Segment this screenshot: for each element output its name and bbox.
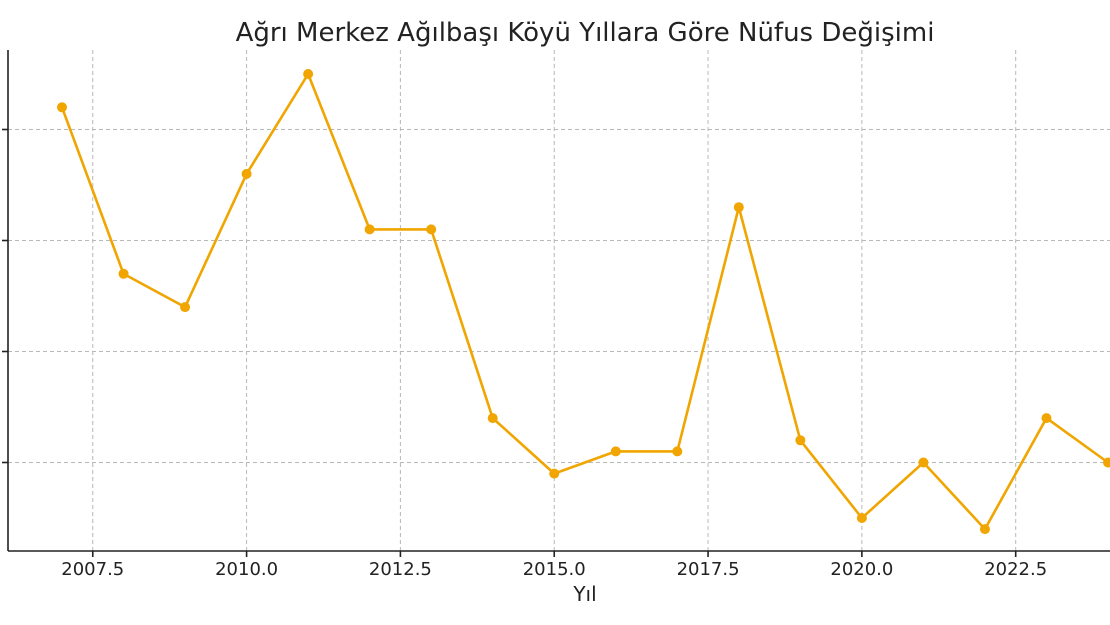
data-point xyxy=(1103,457,1110,468)
chart-title: Ağrı Merkez Ağılbaşı Köyü Yıllara Göre N… xyxy=(236,18,935,48)
axis-ticks: 2007.5 2010.0 2012.5 2015.0 2017.5 2020.0 2022… xyxy=(2,128,1047,580)
data-point xyxy=(610,446,621,457)
series-line xyxy=(60,72,1109,531)
x-tick-label: 2020.0 xyxy=(830,559,893,580)
x-tick-label: 2010.0 xyxy=(215,559,278,580)
data-point xyxy=(918,457,929,468)
data-point xyxy=(795,435,806,446)
x-axis-label: Yıl xyxy=(572,582,596,606)
x-tick-label: 2022.5 xyxy=(984,559,1047,580)
data-point xyxy=(180,302,191,313)
data-point xyxy=(57,102,67,113)
data-point xyxy=(426,224,437,235)
data-point xyxy=(733,202,744,213)
x-tick-label: 2007.5 xyxy=(61,559,124,580)
x-tick-label: 2015.0 xyxy=(523,559,586,580)
series-layer xyxy=(57,69,1110,535)
data-point xyxy=(487,413,498,424)
data-point xyxy=(549,468,560,479)
x-tick-label: 2017.5 xyxy=(677,559,740,580)
data-point xyxy=(364,224,375,235)
data-point xyxy=(303,69,314,79)
x-tick-label: 2012.5 xyxy=(369,559,432,580)
data-point xyxy=(1041,413,1052,424)
data-point xyxy=(118,268,129,279)
data-point xyxy=(979,524,990,535)
data-point xyxy=(241,168,252,179)
data-point xyxy=(856,513,867,523)
data-point xyxy=(672,446,683,457)
